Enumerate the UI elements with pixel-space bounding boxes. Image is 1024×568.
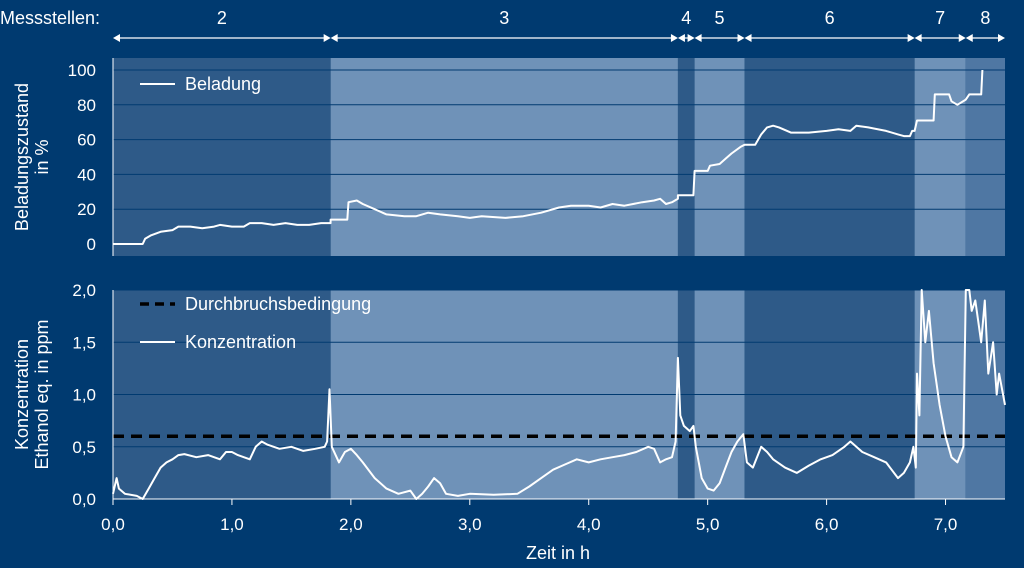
x-axis-title: Zeit in h xyxy=(526,543,590,563)
legend-label: Beladung xyxy=(185,74,261,94)
y-tick-label: 20 xyxy=(77,200,96,219)
segment-band xyxy=(113,58,331,256)
segment-label: 4 xyxy=(681,8,691,28)
x-tick-label: 6,0 xyxy=(815,515,839,534)
y-tick-label: 80 xyxy=(77,96,96,115)
y-tick-label: 1,5 xyxy=(72,333,96,352)
series-line-beladung xyxy=(113,69,984,245)
segment-label: 5 xyxy=(715,8,725,28)
y-tick-label: 0,5 xyxy=(72,438,96,457)
segment-band xyxy=(677,58,695,256)
x-tick-label: 4,0 xyxy=(577,515,601,534)
segment-label: 3 xyxy=(499,8,509,28)
segment-arrowhead xyxy=(670,34,678,42)
legend-label: Konzentration xyxy=(185,332,296,352)
segment-arrowhead xyxy=(330,34,338,42)
segment-band xyxy=(330,58,678,256)
y-tick-label: 2,0 xyxy=(72,281,96,300)
y-tick-label: 100 xyxy=(68,61,96,80)
segment-label: 8 xyxy=(980,8,990,28)
series-line-konzentration xyxy=(112,289,1006,500)
y-tick-label: 1,0 xyxy=(72,386,96,405)
legends: Beladung Durchbruchsbedingung Konzentratio… xyxy=(140,74,371,352)
segment-band xyxy=(744,58,915,256)
segment-label: 7 xyxy=(935,8,945,28)
gridlines xyxy=(113,69,1005,448)
segment-arrowhead xyxy=(965,34,973,42)
y-tick-label: 0,0 xyxy=(72,490,96,509)
segment-label: 6 xyxy=(825,8,835,28)
axes: 0 20 40 60 80 100 Beladungszustand in % 0,0 0,5 1,… xyxy=(12,58,1005,534)
segment-arrowhead xyxy=(914,34,922,42)
x-tick-label: 2,0 xyxy=(339,515,363,534)
segment-arrowhead xyxy=(958,34,966,42)
segment-band xyxy=(965,58,1005,256)
segment-band xyxy=(914,58,966,256)
y-axis-title: in % xyxy=(32,139,52,174)
x-tick-label: 5,0 xyxy=(696,515,720,534)
legend-label: Durchbruchsbedingung xyxy=(185,294,371,314)
x-tick-label: 3,0 xyxy=(458,515,482,534)
segment-arrowhead xyxy=(694,34,702,42)
y-axis-title: Beladungszustand xyxy=(12,83,32,231)
y-tick-label: 0 xyxy=(87,235,96,254)
segment-arrowhead xyxy=(687,34,695,42)
y-tick-label: 40 xyxy=(77,165,96,184)
segment-band xyxy=(694,58,745,256)
segment-arrowhead xyxy=(737,34,745,42)
x-tick-label: 1,0 xyxy=(220,515,244,534)
segment-label: 2 xyxy=(217,8,227,28)
segment-arrowhead xyxy=(907,34,915,42)
segment-header: Messstellen: 2 3 4 5 6 7 8 xyxy=(0,8,1005,42)
segment-arrowhead xyxy=(323,34,331,42)
segment-arrowhead xyxy=(744,34,752,42)
segments-header-label: Messstellen: xyxy=(0,8,100,28)
segment-arrowhead xyxy=(998,34,1005,42)
x-tick-label: 7,0 xyxy=(934,515,958,534)
segment-arrowhead xyxy=(113,34,120,42)
y-tick-label: 60 xyxy=(77,131,96,150)
x-tick-label: 0,0 xyxy=(101,515,125,534)
y-axis-title: Konzentration xyxy=(12,339,32,450)
y-axis-title: Ethanol eq. in ppm xyxy=(32,319,52,469)
segment-arrowhead xyxy=(677,34,685,42)
series-layer xyxy=(112,69,1006,500)
